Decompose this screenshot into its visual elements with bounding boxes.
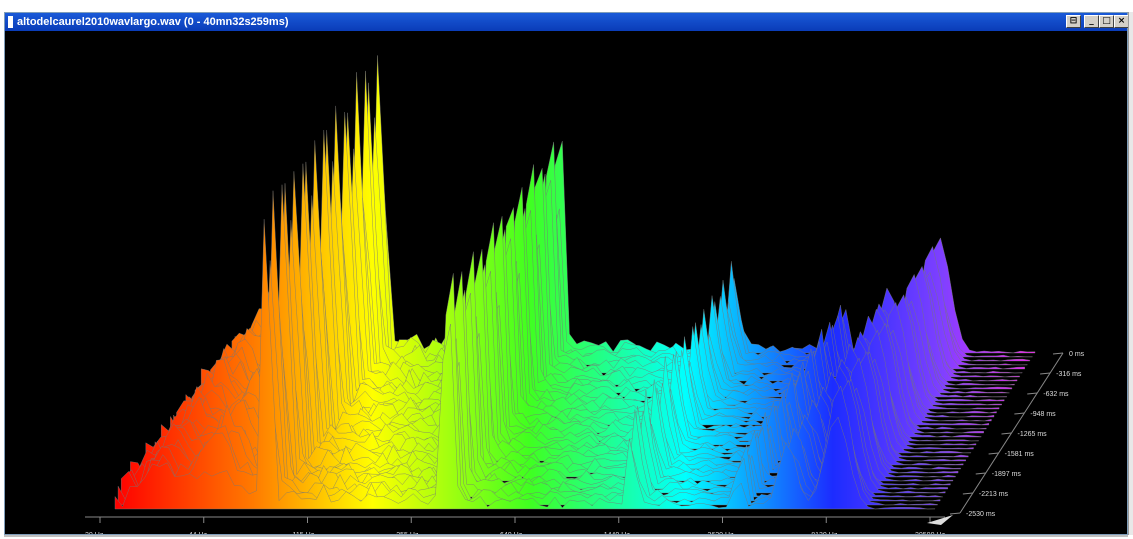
spectrum-window: altodelcaurel2010wavlargo.wav (0 - 40mn3…	[4, 12, 1129, 535]
time-tick-label: -1265 ms	[1018, 431, 1048, 438]
time-tick-label: 0 ms	[1069, 351, 1085, 358]
vertical-scrollbar[interactable]	[1128, 12, 1133, 535]
time-tick-label: -2530 ms	[966, 511, 996, 518]
freq-tick-label: 255 Hz	[396, 532, 419, 534]
maximize-button[interactable]: □	[1099, 15, 1114, 28]
time-tick-label: -948 ms	[1030, 411, 1056, 418]
time-tick-label: -1897 ms	[992, 471, 1022, 478]
close-button[interactable]: ×	[1114, 15, 1129, 28]
waterfall-plot: 20 Hz 44 Hz 115 Hz 255 Hz 640 Hz 1440 Hz 3620 …	[85, 55, 1085, 534]
window-icon[interactable]	[8, 16, 13, 28]
freq-tick-label: 44 Hz	[189, 532, 208, 534]
time-tick-label: -316 ms	[1056, 371, 1082, 378]
freq-tick-label: 20500 Hz	[915, 532, 945, 534]
minimize-button[interactable]: _	[1084, 15, 1099, 28]
freq-tick-label: 1440 Hz	[604, 532, 631, 534]
restore-toolbar-button[interactable]: ⊟	[1066, 15, 1081, 28]
freq-tick-label: 8130 Hz	[811, 532, 838, 534]
time-tick-label: -1581 ms	[1005, 451, 1035, 458]
window-bottom-border	[4, 535, 1128, 537]
freq-tick-label: 640 Hz	[500, 532, 523, 534]
waterfall-surface	[114, 55, 1036, 510]
window-title: altodelcaurel2010wavlargo.wav (0 - 40mn3…	[17, 16, 289, 28]
time-tick-label: -632 ms	[1043, 391, 1069, 398]
freq-tick-label: 3620 Hz	[708, 532, 735, 534]
time-tick-label: -2213 ms	[979, 491, 1009, 498]
title-bar[interactable]: altodelcaurel2010wavlargo.wav (0 - 40mn3…	[5, 13, 1129, 31]
freq-tick-label: 20 Hz	[85, 532, 104, 534]
freq-tick-label: 115 Hz	[293, 532, 315, 534]
axes: 20 Hz 44 Hz 115 Hz 255 Hz 640 Hz 1440 Hz 3620 …	[85, 351, 1085, 534]
